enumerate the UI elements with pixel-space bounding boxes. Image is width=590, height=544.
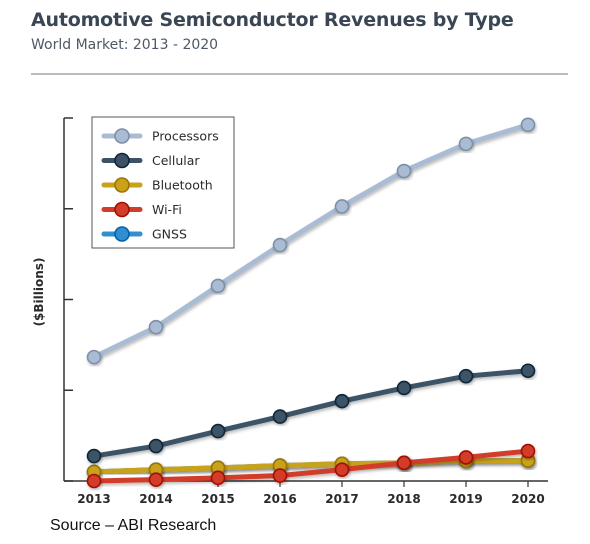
data-point [396, 380, 412, 396]
data-point [334, 393, 350, 409]
series-line [91, 122, 531, 360]
data-point [210, 470, 226, 486]
data-point [272, 468, 288, 483]
x-tick-label: 2017 [325, 492, 358, 506]
chart-axes: 2013 2014 2015 2016 2017 2018 2019 2020 [63, 117, 548, 506]
y-axis-label: ($Billions) [32, 258, 46, 327]
x-tick-label: 2016 [263, 492, 296, 506]
data-point [86, 349, 102, 365]
legend-item: Processors [101, 128, 219, 144]
chart-subtitle: World Market: 2013 - 2020 [31, 37, 219, 53]
x-tick-label: 2018 [387, 492, 420, 506]
legend-item: Wi-Fi [101, 201, 182, 218]
data-point [334, 199, 350, 214]
data-point [86, 473, 102, 489]
legend-swatch-marker [114, 128, 130, 144]
data-point [458, 450, 474, 465]
x-tick-label: 2019 [449, 492, 482, 506]
x-tick-label: 2014 [139, 492, 172, 506]
data-point [148, 472, 164, 487]
data-point [458, 136, 474, 152]
data-point [520, 363, 536, 379]
data-point [520, 443, 536, 459]
data-point [148, 319, 164, 335]
title-divider [31, 73, 568, 75]
chart-legend: Processors Cellular Bluetooth Wi-Fi GNSS [91, 116, 235, 249]
x-tick-label: 2020 [511, 492, 544, 506]
legend-item: Cellular [101, 152, 200, 169]
legend-label: Wi-Fi [152, 202, 182, 217]
chart-title: Automotive Semiconductor Revenues by Typ… [31, 9, 514, 31]
series-wi-fi [86, 443, 536, 489]
legend-item: Bluetooth [101, 177, 213, 193]
legend-swatch-marker [114, 152, 130, 169]
source-note: Source – ABI Research [50, 517, 217, 534]
data-point [272, 409, 288, 424]
series-line [91, 458, 531, 475]
legend-label: GNSS [152, 227, 187, 242]
series-cellular [86, 363, 536, 464]
data-point [86, 448, 102, 464]
x-tick-label: 2015 [201, 492, 234, 506]
x-tick-label: 2013 [77, 492, 110, 506]
data-point [458, 368, 474, 384]
data-point [396, 455, 412, 471]
legend-swatch-marker [114, 226, 130, 242]
data-point [148, 438, 164, 454]
legend-item: GNSS [101, 226, 187, 242]
legend-label: Cellular [152, 153, 200, 168]
data-point [520, 117, 536, 133]
series-layer [86, 117, 536, 489]
data-point [272, 237, 288, 253]
data-point [210, 423, 226, 439]
legend-label: Bluetooth [152, 178, 213, 193]
legend-swatch-marker [114, 201, 130, 218]
legend-swatch-marker [114, 177, 130, 193]
series-line [91, 448, 531, 484]
data-point [334, 462, 350, 477]
series-line [91, 368, 531, 459]
legend-label: Processors [152, 129, 219, 144]
data-point [396, 163, 412, 179]
data-point [210, 278, 226, 294]
series-processors [86, 117, 536, 365]
